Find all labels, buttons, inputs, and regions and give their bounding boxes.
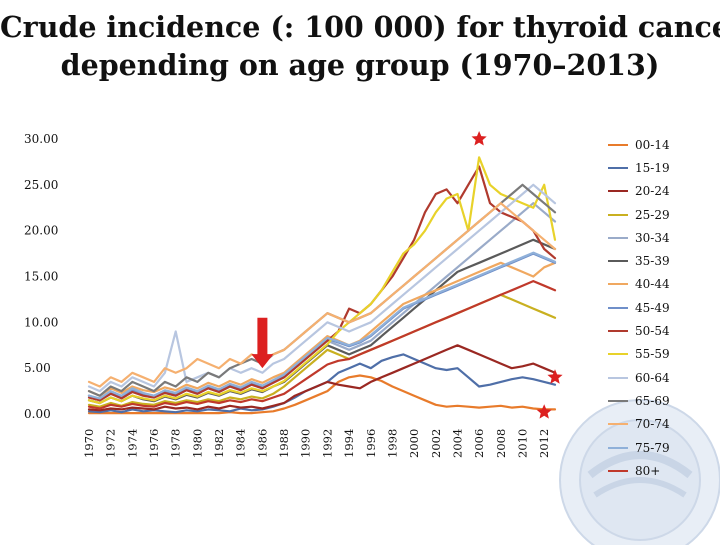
x-tick-label: 1988 bbox=[277, 429, 291, 458]
legend-label: 80+ bbox=[635, 463, 661, 478]
y-tick-label: 15.00 bbox=[24, 270, 58, 284]
legend-swatch bbox=[608, 213, 628, 216]
legend-label: 55-59 bbox=[635, 347, 670, 362]
x-tick-label: 1986 bbox=[255, 429, 269, 458]
y-tick-label: 30.00 bbox=[24, 132, 58, 146]
legend-item: 35-39 bbox=[608, 249, 720, 272]
legend-item: 00-14 bbox=[608, 133, 720, 156]
series-line-35-39 bbox=[87, 238, 557, 405]
x-tick-label: 1982 bbox=[212, 429, 226, 458]
legend-swatch bbox=[608, 399, 628, 402]
legend-label: 30-34 bbox=[635, 230, 670, 245]
legend-swatch bbox=[608, 353, 628, 356]
x-tick-label: 1994 bbox=[342, 429, 356, 458]
legend-label: 15-19 bbox=[635, 160, 670, 175]
x-tick-label: 2004 bbox=[450, 429, 464, 458]
x-axis: 1970 1972 1974 1976 1978 1980 1982 1984 1986 1988… bbox=[82, 429, 551, 458]
x-tick-label: 1992 bbox=[320, 429, 334, 458]
series-line-20-24 bbox=[87, 344, 557, 412]
legend-label: 75-79 bbox=[635, 440, 670, 455]
legend-label: 50-54 bbox=[635, 324, 670, 339]
legend-item: 80+ bbox=[608, 459, 720, 482]
y-tick-label: 25.00 bbox=[24, 178, 58, 192]
y-tick-label: 0.00 bbox=[24, 407, 51, 421]
series-line-70-74 bbox=[87, 202, 557, 388]
y-tick-label: 10.00 bbox=[24, 315, 58, 329]
legend-label: 70-74 bbox=[635, 417, 670, 432]
x-tick-label: 1970 bbox=[82, 429, 96, 458]
series-line-00-14 bbox=[87, 374, 557, 415]
x-tick-label: 1976 bbox=[147, 429, 161, 458]
legend-item: 45-49 bbox=[608, 296, 720, 319]
legend-item: 40-44 bbox=[608, 273, 720, 296]
legend: 00-14 15-19 20-24 25-29 30-34 35-39 40-44 45-49… bbox=[608, 133, 720, 482]
legend-swatch bbox=[608, 446, 628, 449]
chart-title-line2: depending on age group (1970–2013) bbox=[60, 48, 660, 82]
chart-title-line1: Crude incidence (: 100 000) for thyroid … bbox=[0, 10, 720, 44]
chart-title: Crude incidence (: 100 000) for thyroid … bbox=[0, 8, 720, 84]
legend-swatch bbox=[608, 306, 628, 309]
legend-item: 70-74 bbox=[608, 413, 720, 436]
x-tick-label: 2000 bbox=[407, 429, 421, 458]
legend-item: 30-34 bbox=[608, 226, 720, 249]
legend-item: 65-69 bbox=[608, 389, 720, 412]
x-tick-label: 1978 bbox=[169, 429, 183, 458]
x-tick-label: 2002 bbox=[429, 429, 443, 458]
legend-item: 15-19 bbox=[608, 156, 720, 179]
legend-label: 25-29 bbox=[635, 207, 670, 222]
annotations bbox=[251, 131, 563, 419]
x-tick-label: 1972 bbox=[104, 429, 118, 458]
series-line-50-54 bbox=[87, 165, 557, 402]
legend-swatch bbox=[608, 330, 628, 333]
legend-label: 45-49 bbox=[635, 300, 670, 315]
legend-item: 50-54 bbox=[608, 319, 720, 342]
legend-swatch bbox=[608, 376, 628, 379]
series-line-55-59 bbox=[87, 156, 557, 405]
legend-swatch bbox=[608, 283, 628, 286]
legend-swatch bbox=[608, 423, 628, 426]
x-tick-label: 2012 bbox=[537, 429, 551, 458]
x-tick-label: 2008 bbox=[494, 429, 508, 458]
legend-item: 75-79 bbox=[608, 436, 720, 459]
legend-label: 00-14 bbox=[635, 137, 670, 152]
series-lines bbox=[87, 156, 557, 415]
series-line-40-44 bbox=[87, 261, 557, 397]
x-tick-label: 1998 bbox=[385, 429, 399, 458]
x-tick-label: 1990 bbox=[299, 429, 313, 458]
series-line-80+ bbox=[87, 280, 557, 410]
x-tick-label: 1984 bbox=[234, 429, 248, 458]
legend-item: 20-24 bbox=[608, 180, 720, 203]
x-tick-label: 1980 bbox=[190, 429, 204, 458]
legend-label: 60-64 bbox=[635, 370, 670, 385]
legend-label: 20-24 bbox=[635, 184, 670, 199]
legend-label: 35-39 bbox=[635, 254, 670, 269]
x-tick-label: 2006 bbox=[472, 429, 486, 458]
y-tick-label: 5.00 bbox=[24, 361, 51, 375]
legend-item: 55-59 bbox=[608, 343, 720, 366]
y-axis: 0.00 5.00 10.00 15.00 20.00 25.00 30.00 bbox=[24, 132, 58, 421]
star-marker bbox=[471, 131, 487, 146]
y-tick-label: 20.00 bbox=[24, 224, 58, 238]
star-marker bbox=[547, 369, 563, 384]
x-tick-label: 1974 bbox=[125, 429, 139, 458]
legend-label: 65-69 bbox=[635, 393, 670, 408]
legend-swatch bbox=[608, 166, 628, 169]
series-line-75-79 bbox=[87, 251, 557, 400]
legend-item: 25-29 bbox=[608, 203, 720, 226]
x-tick-label: 2010 bbox=[515, 429, 529, 458]
legend-swatch bbox=[608, 143, 628, 146]
legend-swatch bbox=[608, 260, 628, 263]
legend-label: 40-44 bbox=[635, 277, 670, 292]
star-marker bbox=[536, 404, 552, 419]
highlight-arrow bbox=[251, 317, 274, 369]
x-tick-label: 1996 bbox=[364, 429, 378, 458]
legend-swatch bbox=[608, 236, 628, 239]
legend-swatch bbox=[608, 469, 628, 472]
legend-swatch bbox=[608, 190, 628, 193]
series-line-60-64 bbox=[87, 183, 557, 393]
legend-item: 60-64 bbox=[608, 366, 720, 389]
